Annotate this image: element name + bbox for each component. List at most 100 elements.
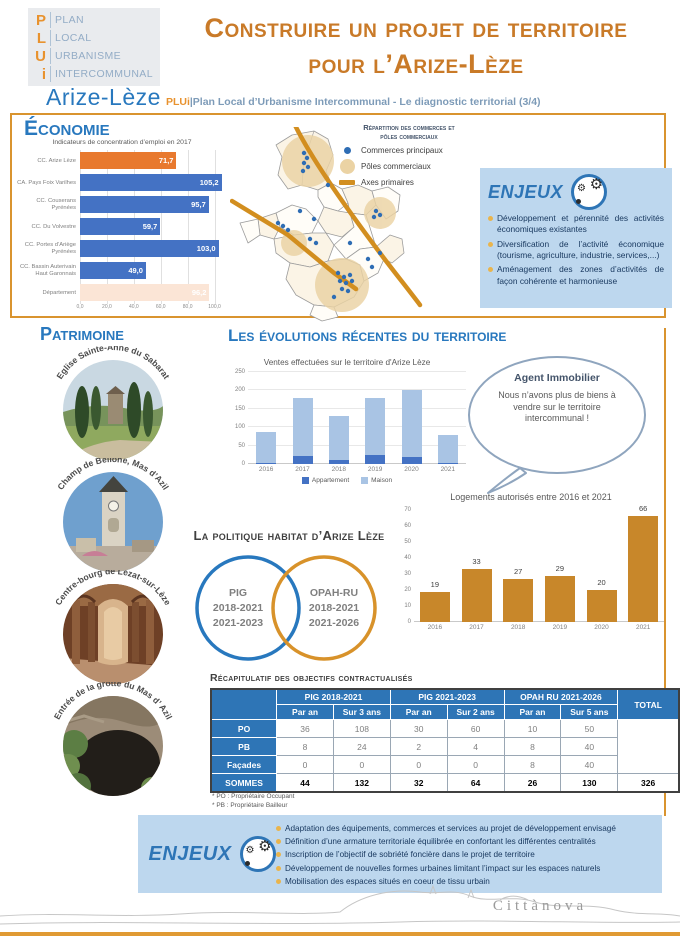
patrimoine-photo-cave: Entrée de la grotte du Mas d’ Azil [24,678,202,803]
table-header-cell: Par an [276,704,334,720]
bullet-icon [276,826,281,832]
table-header-cell: SOMMES [210,773,278,793]
table-row: PB 8 24 2 4 8 40 [210,737,679,756]
value-label: 29 [555,563,564,573]
bullet-text: Développement et pérennité des activités… [497,213,664,235]
map-legend-title: Répartition des commerces et pôles comme… [363,123,455,142]
legend-item: Maison [361,477,392,484]
table-cell: 0 [389,755,448,774]
value-label: 103,0 [196,244,216,253]
category-label: 2021 [635,624,651,631]
category-label: 2017 [295,466,310,473]
table-header-cell: PIG 2018-2021 [276,688,391,705]
y-axis: 0 50 100 150 200 250 [228,369,248,467]
bar-segment [328,416,349,460]
grid-line [248,444,466,446]
table-cell: 130 [560,773,619,793]
y-axis: 0 10 20 30 40 50 60 70 [398,507,414,625]
bullet-icon [276,839,281,845]
table-cell: 30 [389,719,448,738]
bubble-title: Agent Immobilier [514,372,600,384]
table-cell: 40 [560,737,619,756]
enjeux-bullet: Adaptation des équipements, commerces et… [276,823,652,834]
category-label: Département [42,289,76,296]
chart-legend: Appartement Maison [228,477,466,484]
tick-label: 0 [407,619,411,625]
legend-swatch [361,477,369,484]
enjeux-bullet-list: Adaptation des équipements, commerces et… [276,821,652,886]
table-cell: 32 [389,773,448,793]
venn-right-line3: 2021-2026 [309,617,359,629]
table-row: PO 36 108 30 60 10 50 [210,719,680,774]
page-title-line1: Construire un projet de territoire [204,13,628,43]
tick-label: 20 [404,587,411,593]
patrimoine-photo-church: Eglise Sainte-Anne du Sabarat [24,342,202,467]
category-label: 2020 [594,624,609,631]
table-header-cell: TOTAL [617,688,680,720]
logo-row: P Plan [32,11,156,29]
logo-separator [50,48,51,64]
enjeux-bullet-list: Développement et pérennité des activités… [488,213,664,287]
value-label: 71,7 [158,156,174,165]
logo-separator [50,30,51,46]
table-header-cell: Sur 3 ans [332,704,391,720]
bar [461,569,492,622]
recap-table: PIG 2018-2021 PIG 2021-2023 OPAH RU 2021-2… [210,688,680,793]
table-cell: 0 [332,755,391,774]
tick-label: 250 [234,369,245,375]
bar: 59,7 [80,218,161,235]
gears-icon: ⚙ ⚙ [571,174,608,210]
chart-body: 0 50 100 150 200 250 [228,369,466,467]
bar: 95,7 [80,196,209,213]
logements-chart: Logements autorisés entre 2016 et 2021 0 1… [398,492,664,631]
grid-line [248,407,466,409]
table-cell: 326 [617,773,680,793]
chart-plot: CC. Arize Lèze 71,7 CA. Pays Foix Varilhes… [17,150,228,304]
bar: 49,0 [80,262,146,279]
pole-circle-icon [338,158,356,174]
category-label: 2016 [258,466,274,473]
category-label: CC. Arize Lèze [37,157,76,164]
legend-label: Maison [371,477,393,484]
patrimoine-photo-tower: Champ de Bellone, Mas d’Azil [24,454,202,579]
map-legend: Répartition des commerces et pôles comme… [338,123,480,187]
bullet-text: Mobilisation des espaces situés en coeur… [285,876,490,886]
tick-label: 0,0 [76,304,84,310]
subtitle-row: Arize-Lèze PLUi|Plan Local d’Urbanisme I… [46,84,666,111]
territory-brand: Arize-Lèze [46,84,161,110]
subtitle-plui: PLUi [165,96,190,108]
table-cell: 44 [276,773,334,793]
grid-line [248,371,466,372]
table-header-cell [210,688,278,720]
enjeux-box-evolutions: ENJEUX ⚙ ⚙ Adaptation des équipements, co… [138,815,662,893]
gears-icon: ⚙ ⚙ [239,836,276,872]
bar-segment [437,462,458,464]
value-label: 66 [638,504,648,514]
bullet-text: Développement de nouvelles formes urbain… [285,863,601,873]
bar [544,575,575,622]
plui-logo: P Plan L Local U Urbanisme i Intercommun… [28,8,160,86]
commerces-principaux-dots [275,150,383,300]
table-cell: 40 [560,755,619,774]
tick-label: 70 [404,507,411,513]
table-header-cell: Sur 2 ans [446,704,505,720]
category-label: 2019 [552,624,568,631]
venn-right-line2: 2018-2021 [309,602,359,614]
enjeux-title-row: ENJEUX ⚙ ⚙ [488,174,664,210]
table-cell: 8 [276,737,334,756]
chart-body: 0 10 20 30 40 50 60 70 19 33 27 29 20 66 [398,504,664,625]
value-label: 33 [472,557,481,567]
bar-segment [328,459,349,464]
table-cell: 10 [503,719,562,738]
emploi-concentration-chart: Indicateurs de concentration d’emploi en… [16,139,228,313]
bar [419,591,450,622]
enjeux-title: ENJEUX [488,181,564,202]
value-label: 49,0 [128,266,143,275]
enjeux-bullet: Mobilisation des espaces situés en coeur… [276,876,652,887]
tick-label: 40 [404,555,411,561]
enjeux-bullet: Diversification de l’activité économique… [488,239,664,262]
bar-segment [401,457,422,464]
bar-segment [365,397,386,455]
category-label: CC. Bassin Auterivain Haut Garonnais [19,264,76,277]
category-label: 2017 [469,624,484,631]
